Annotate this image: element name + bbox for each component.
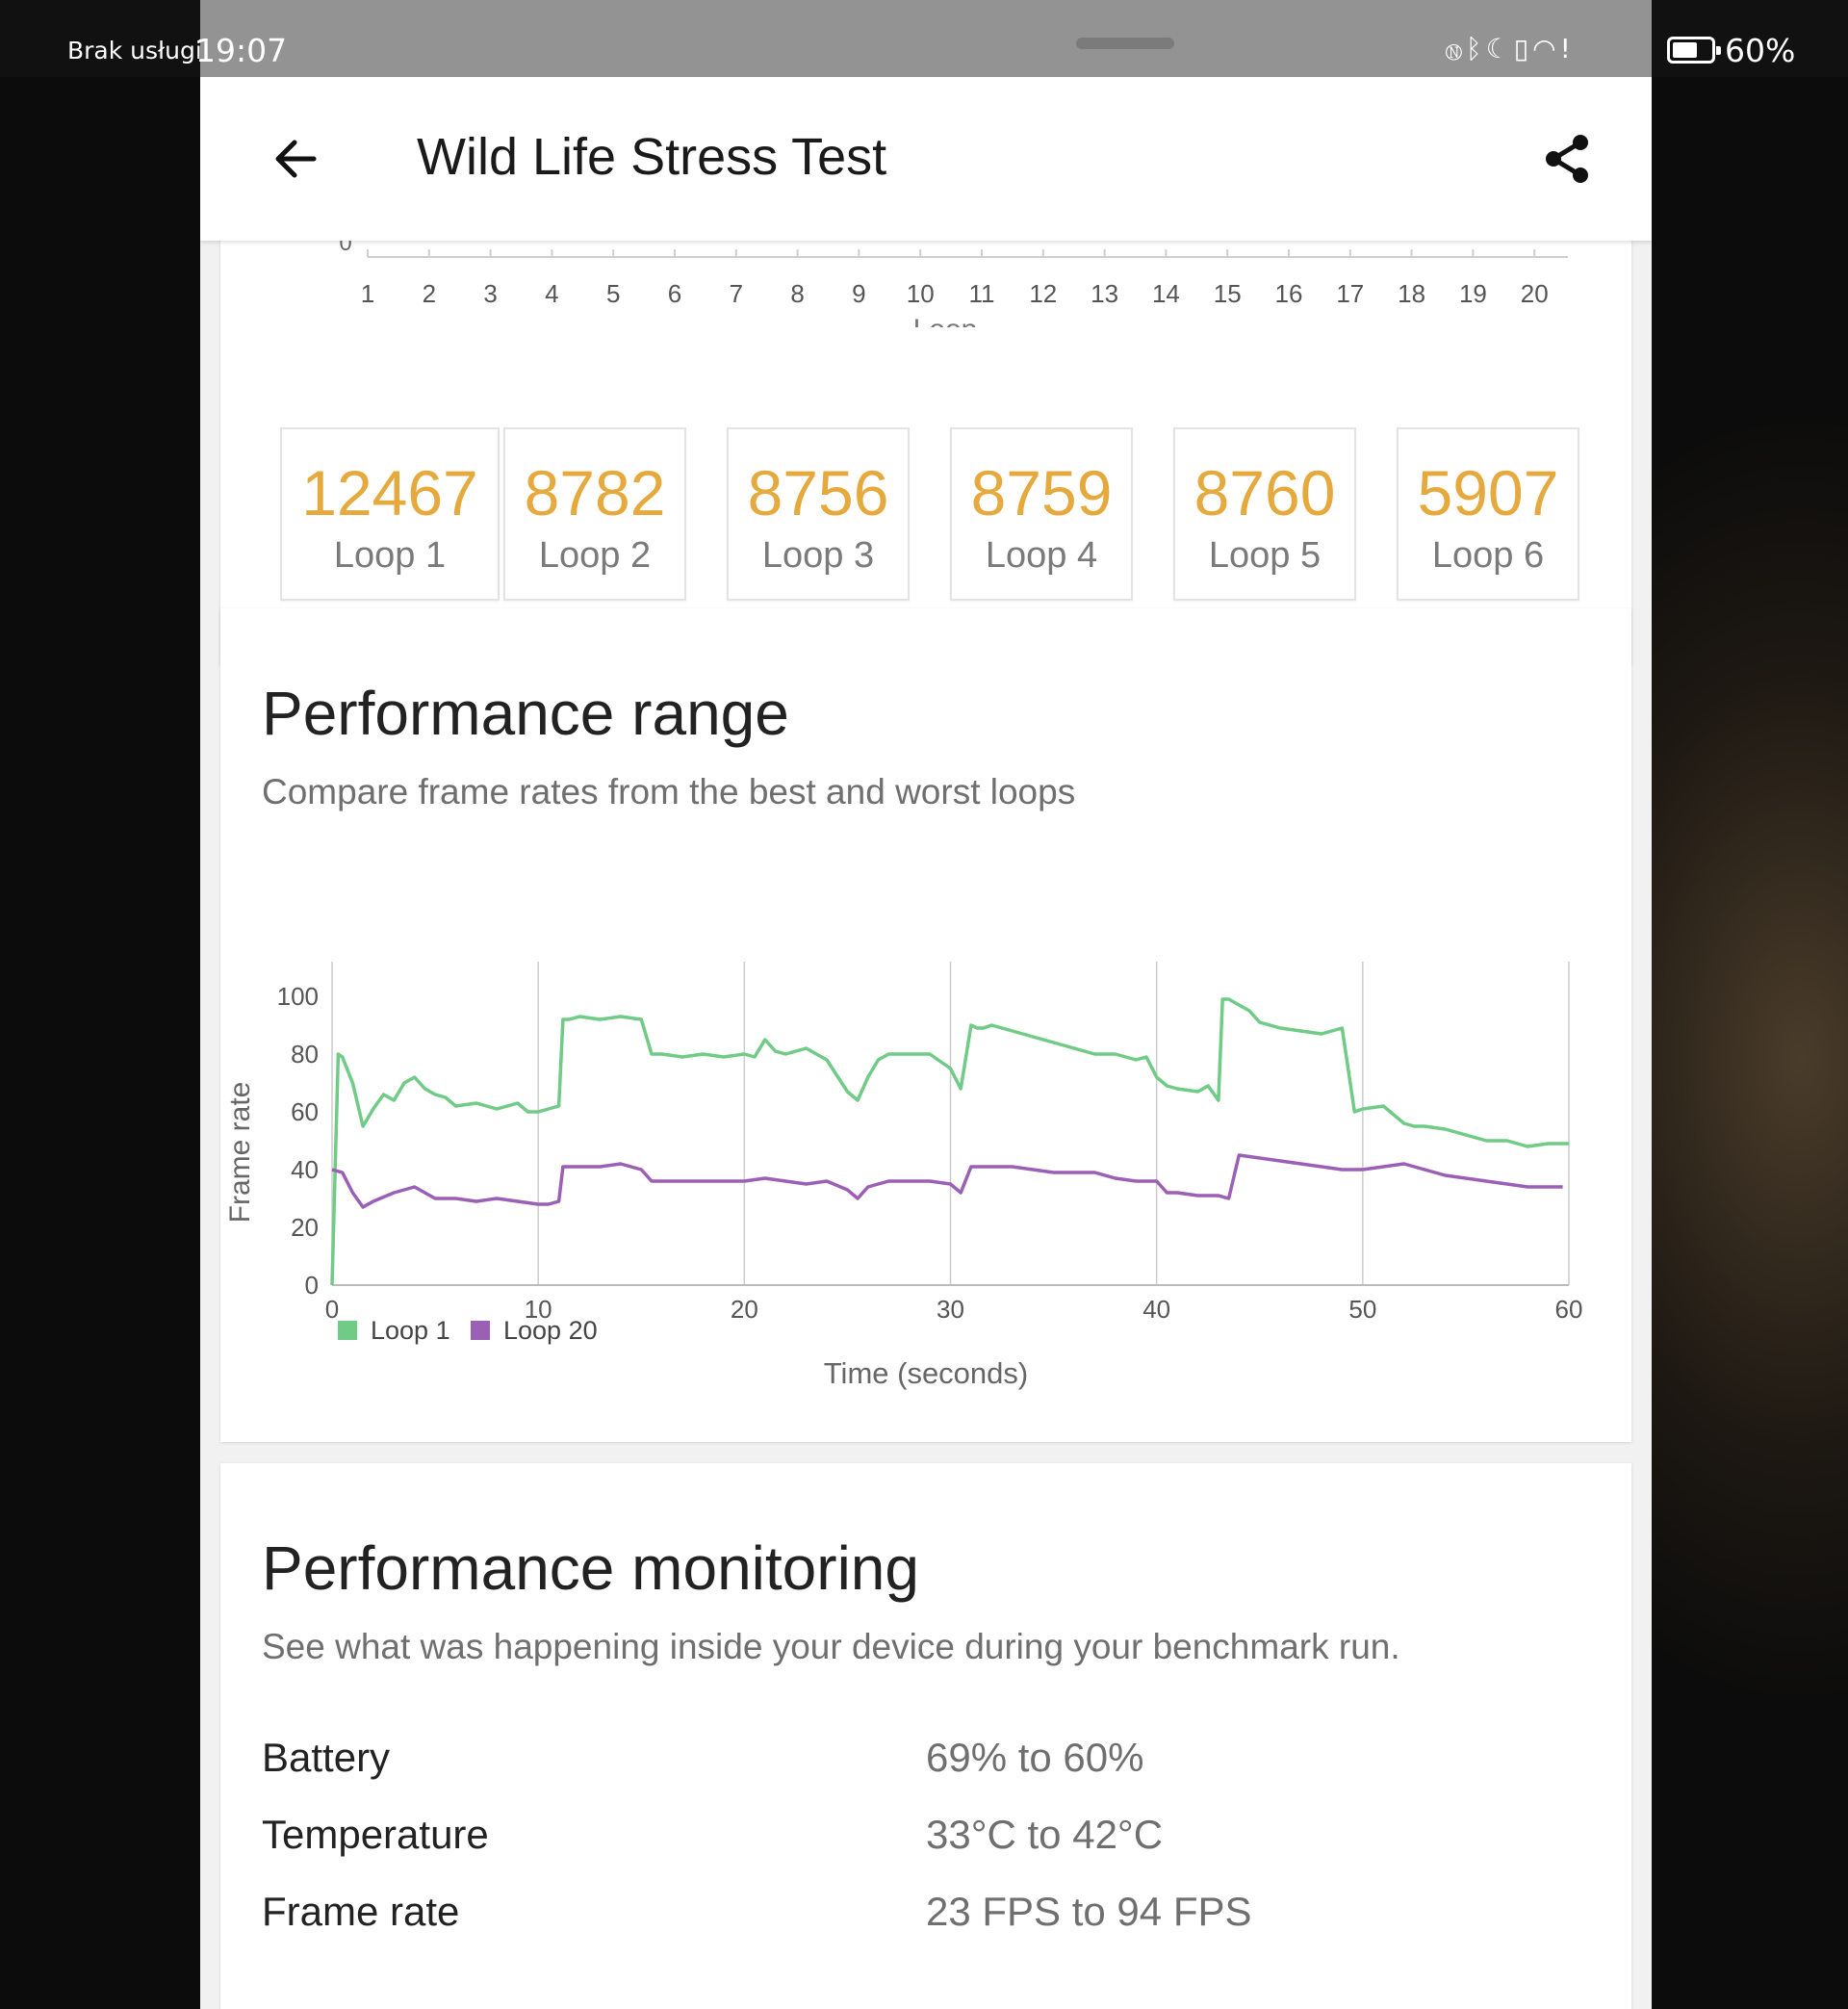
legend-swatch (338, 1321, 357, 1340)
loop-axis-tick-label: 1 (361, 279, 374, 308)
system-icons: Ⓝᛒ☾▯◠! (1446, 33, 1575, 64)
battery-value: 69% to 60% (926, 1735, 1144, 1780)
loop-axis-tick-label: 2 (423, 279, 436, 308)
loop-score-value: 12467 (301, 457, 478, 528)
performance-monitoring-card: Performance monitoring See what was happ… (220, 1463, 1631, 2009)
x-tick-label: 20 (731, 1295, 758, 1324)
battery-label: Battery (262, 1735, 391, 1780)
loop-axis-tick-label: 9 (852, 279, 865, 308)
loop-axis-tick-label: 4 (545, 279, 558, 308)
loop-axis-tick-label: 10 (907, 279, 935, 308)
loop-score-value: 8782 (524, 457, 666, 528)
clock: 19:07 (195, 32, 288, 69)
loop-score-label: Loop 2 (538, 535, 652, 576)
loop-score-label: Loop 3 (761, 535, 875, 576)
loop-scores-card: 01234567891011121314151617181920Loop 124… (220, 221, 1631, 664)
x-tick-label: 40 (1142, 1295, 1170, 1324)
arrow-left-icon[interactable] (268, 130, 325, 188)
loop-axis-tick-label: 5 (606, 279, 620, 308)
loop-axis-tick-label: 15 (1214, 279, 1242, 308)
loop-axis-tick-label: 8 (790, 279, 804, 308)
nfc-icon: Ⓝ (1446, 33, 1466, 64)
loop-axis-tick-label: 18 (1398, 279, 1425, 308)
x-tick-label: 0 (325, 1295, 339, 1324)
alert-icon: ! (1559, 33, 1575, 64)
series-line-loop-20 (331, 1153, 1563, 1209)
loop-score-tile[interactable]: 8759 Loop 4 (950, 427, 1133, 601)
bluetooth-icon: ᛒ (1465, 33, 1486, 64)
x-axis-title: Time (seconds) (824, 1356, 1028, 1390)
loop-score-value: 8756 (747, 457, 889, 528)
loop-axis-tick-label: 13 (1091, 279, 1118, 308)
performance-range-card: Performance range Compare frame rates fr… (220, 608, 1631, 1442)
loop-score-tile[interactable]: 8760 Loop 5 (1173, 427, 1356, 601)
carrier-text: Brak usługi (67, 37, 202, 64)
frame-rate-value: 23 FPS to 94 FPS (926, 1889, 1252, 1934)
x-tick-label: 10 (525, 1295, 552, 1324)
loop-axis-tick-label: 17 (1336, 279, 1364, 308)
wifi-icon: ◠ (1532, 33, 1560, 64)
y-tick-label: 20 (291, 1213, 319, 1242)
y-tick-label: 100 (277, 982, 319, 1011)
share-icon[interactable] (1538, 130, 1596, 188)
loop-axis-tick-label: 3 (483, 279, 497, 308)
frame-rate-chart: 0 10 20 30 40 50 60 0 20 40 60 80 100 Frame rate Loop … (224, 962, 1583, 1390)
loop-score-label: Loop 6 (1431, 535, 1545, 576)
legend-swatch (471, 1321, 490, 1340)
app-bar: Wild Life Stress Test (200, 77, 1652, 241)
x-tick-label: 30 (937, 1295, 964, 1324)
battery-percent: 60% (1725, 32, 1796, 69)
app-window: Wild Life Stress Test 0 1 2 3 4 5 6 7 8 9 10 11 12 13… (200, 77, 1652, 2009)
loop-score-label: Loop 5 (1208, 535, 1322, 576)
loop-axis-tick-label: 20 (1521, 279, 1549, 308)
loop-score-value: 8760 (1194, 457, 1336, 528)
performance-monitoring-title: Performance monitoring (262, 1533, 919, 1603)
temperature-value: 33°C to 42°C (926, 1812, 1164, 1857)
loop-score-tile[interactable]: 5907 Loop 6 (1397, 427, 1579, 601)
x-tick-label: 60 (1555, 1295, 1583, 1324)
frame-rate-label: Frame rate (262, 1889, 460, 1934)
loop-axis-title: Loop (913, 314, 978, 327)
loop-axis-tick-label: 6 (668, 279, 681, 308)
loop-score-tile[interactable]: 8756 Loop 3 (727, 427, 910, 601)
loop-score-tile[interactable]: 8782 Loop 2 (503, 427, 686, 601)
series-line-loop-1 (330, 997, 1569, 1286)
battery-icon (1667, 37, 1721, 64)
status-bar-left (0, 0, 200, 77)
y-axis-title: Frame rate (224, 1082, 256, 1223)
loop-axis-tick-label: 11 (969, 279, 995, 308)
temperature-label: Temperature (262, 1812, 489, 1857)
loop-score-label: Loop 1 (333, 535, 447, 576)
loop-axis-tick-label: 12 (1029, 279, 1057, 308)
y-tick-label: 40 (291, 1155, 319, 1184)
vibrate-icon: ▯ (1513, 33, 1533, 64)
page-title: Wild Life Stress Test (417, 128, 887, 186)
performance-range-title: Performance range (262, 679, 789, 748)
loop-axis-tick-label: 19 (1459, 279, 1487, 308)
x-tick-label: 50 (1348, 1295, 1376, 1324)
legend-label: Loop 20 (503, 1316, 598, 1345)
loop-axis-tick-label: 14 (1152, 279, 1180, 308)
loop-axis-tick-label: 16 (1275, 279, 1303, 308)
loop-score-tile[interactable]: 12467 Loop 1 (280, 427, 500, 601)
y-tick-label: 0 (305, 1271, 319, 1300)
status-bar-center (200, 0, 1652, 77)
loop-tiles-strip[interactable]: 12467 Loop 1 8782 Loop 2 8756 Loop 3 8759 Loop … (280, 427, 1593, 610)
legend-label: Loop 1 (371, 1316, 450, 1345)
performance-monitoring-subtitle: See what was happening inside your devic… (262, 1627, 1400, 1666)
drag-handle[interactable] (1076, 38, 1174, 49)
loop-score-label: Loop 4 (985, 535, 1098, 576)
loop-axis-tick-label: 7 (730, 279, 743, 308)
performance-range-subtitle: Compare frame rates from the best and wo… (262, 772, 1076, 811)
moon-icon: ☾ (1485, 33, 1514, 64)
loop-chart-axis: 01234567891011121314151617181920Loop (339, 230, 1568, 327)
status-bar: Brak usługi 19:07 Ⓝᛒ☾▯◠! 60% (0, 0, 1848, 77)
loop-score-value: 5907 (1417, 457, 1559, 528)
y-tick-label: 80 (291, 1040, 319, 1069)
y-tick-label: 60 (291, 1097, 319, 1126)
loop-score-value: 8759 (970, 457, 1113, 528)
